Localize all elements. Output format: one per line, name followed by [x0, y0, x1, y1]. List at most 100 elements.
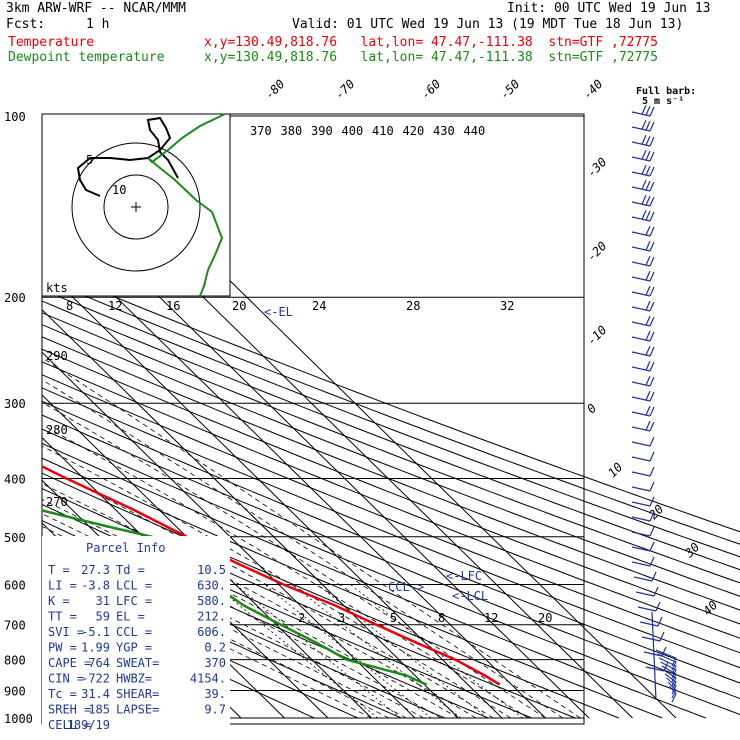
wind-barb	[631, 451, 655, 462]
dry-adiabat	[42, 428, 740, 716]
wind-barb	[631, 496, 655, 507]
temperature-tick-label: -40	[580, 77, 605, 102]
isotherm	[42, 308, 459, 719]
wind-barb	[631, 225, 655, 237]
wind-barb	[631, 104, 655, 117]
mixing-ratio-label: 2	[298, 611, 305, 625]
parcel-info-cell: SWEAT=	[116, 656, 159, 670]
parcel-info-cell: -5.1	[81, 625, 110, 639]
mixing-ratio-line	[213, 584, 378, 719]
parcel-info-cell: CELL =	[48, 718, 91, 732]
parcel-info-cell: 10.5	[197, 563, 226, 577]
parcel-info-cell: HWBZ=	[116, 672, 152, 686]
init-time: Init: 00 UTC Wed 19 Jun 13	[507, 1, 711, 16]
wind-barb	[631, 119, 655, 132]
wind-barb	[631, 390, 655, 402]
hodograph: 5 10 kts	[41, 113, 231, 297]
lcl-marker: <-LCL	[452, 589, 488, 603]
parcel-info-cell: LFC =	[116, 594, 152, 608]
pressure-tick-label: 300	[4, 397, 26, 411]
pressure-tick-label: 400	[4, 472, 26, 486]
wind-barb	[631, 270, 655, 282]
isotherm	[42, 223, 546, 719]
parcel-info-title: Parcel Info	[86, 541, 165, 555]
dewpoint-line	[42, 509, 428, 686]
dry-adiabat	[42, 348, 740, 625]
wind-barb	[645, 661, 669, 672]
ccl-marker: CCL->	[388, 580, 424, 594]
parcel-info-cell: CIN =	[48, 672, 84, 686]
theta-label: 270	[46, 495, 68, 509]
dewpoint-legend-label: Dewpoint temperature	[8, 50, 165, 65]
wind-barb	[631, 541, 655, 552]
dry-adiabat	[42, 312, 740, 584]
dry-adiabat	[42, 414, 740, 700]
temperature-tick-label: 40	[700, 598, 720, 618]
wind-barb	[631, 375, 655, 387]
theta-e-label: 420	[403, 124, 425, 138]
parcel-info-cell: 580.	[197, 594, 226, 608]
pressure-tick-label: 600	[4, 578, 26, 592]
mixing-ratio-label: 12	[108, 299, 122, 313]
wind-barb	[631, 481, 655, 492]
valid-time: Valid: 01 UTC Wed 19 Jun 13 (19 MDT Tue …	[292, 17, 684, 32]
temperature-legend-label: Temperature	[8, 35, 95, 50]
theta-e-label: 430	[433, 124, 455, 138]
pressure-tick-label: 700	[4, 619, 26, 633]
dry-adiabat	[42, 277, 740, 545]
mixing-ratio-label: 8	[438, 611, 445, 625]
moist-adiabat	[42, 499, 459, 719]
pressure-tick-label: 1000	[4, 712, 33, 726]
theta-label: 290	[46, 349, 68, 363]
mixing-ratio-label: 12	[484, 611, 498, 625]
wind-barbs	[631, 104, 677, 703]
lfc-marker: <-LFC	[446, 569, 482, 583]
hodograph-ring-label-5: 5	[86, 153, 93, 167]
wind-barb	[669, 685, 677, 703]
wind-barb	[658, 657, 677, 675]
wind-barb	[631, 526, 655, 537]
temperature-line	[42, 465, 501, 686]
mixing-ratio-line	[317, 584, 488, 719]
moist-adiabat	[42, 401, 546, 719]
wind-barb	[631, 285, 655, 297]
wind-barb	[631, 436, 655, 447]
dry-adiabat	[42, 324, 740, 597]
mixing-ratio-label: 24	[312, 299, 326, 313]
temperature-tick-label: -30	[584, 155, 609, 180]
temperature-tick-label: -60	[418, 77, 443, 102]
parcel-info-cell: -3.8	[81, 579, 110, 593]
parcel-info-cell: -722	[81, 672, 110, 686]
wind-barb	[667, 681, 677, 699]
temperature-tick-label: -10	[584, 323, 609, 348]
temperature-legend-info: x,y=130.49,818.76 lat,lon= 47.47,-111.38…	[204, 35, 658, 50]
parcel-info-cell: SHEAR=	[116, 687, 159, 701]
barb-legend-units: 5 m s⁻¹	[642, 96, 684, 107]
parcel-info-cell: 606.	[197, 625, 226, 639]
wind-barb	[631, 405, 655, 417]
dry-adiabat	[42, 571, 359, 719]
moist-adiabat	[42, 357, 581, 719]
mixing-ratio-label: 8	[66, 299, 73, 313]
hodograph-kts-label: kts	[46, 281, 68, 295]
mixing-ratio-label: 16	[166, 299, 180, 313]
wind-barb	[631, 179, 655, 192]
dry-adiabat	[42, 374, 740, 654]
hodograph-ring-inner	[103, 174, 169, 240]
temperature-tick-label: -70	[332, 77, 357, 102]
parcel-info-cell: 212.	[197, 610, 226, 624]
moist-adiabat	[42, 379, 564, 719]
plot-frame	[41, 113, 585, 725]
temperature-tick-label: 0	[584, 401, 599, 416]
wind-barb	[631, 315, 655, 327]
parcel-info-panel: Parcel Info T = 27.3 Td = 10.5 LI = -3.8 LCL =…	[42, 536, 230, 732]
wind-barb	[631, 330, 655, 342]
wind-barb	[661, 665, 677, 683]
mixing-ratio-label: 3	[338, 611, 345, 625]
temperature-tick-label: 30	[682, 540, 703, 561]
parcel-info-cell: 27.3	[81, 563, 110, 577]
wind-barb	[631, 420, 655, 432]
parcel-info-cell: CCL =	[116, 625, 152, 639]
parcel-info-cell: PW =	[48, 641, 77, 655]
